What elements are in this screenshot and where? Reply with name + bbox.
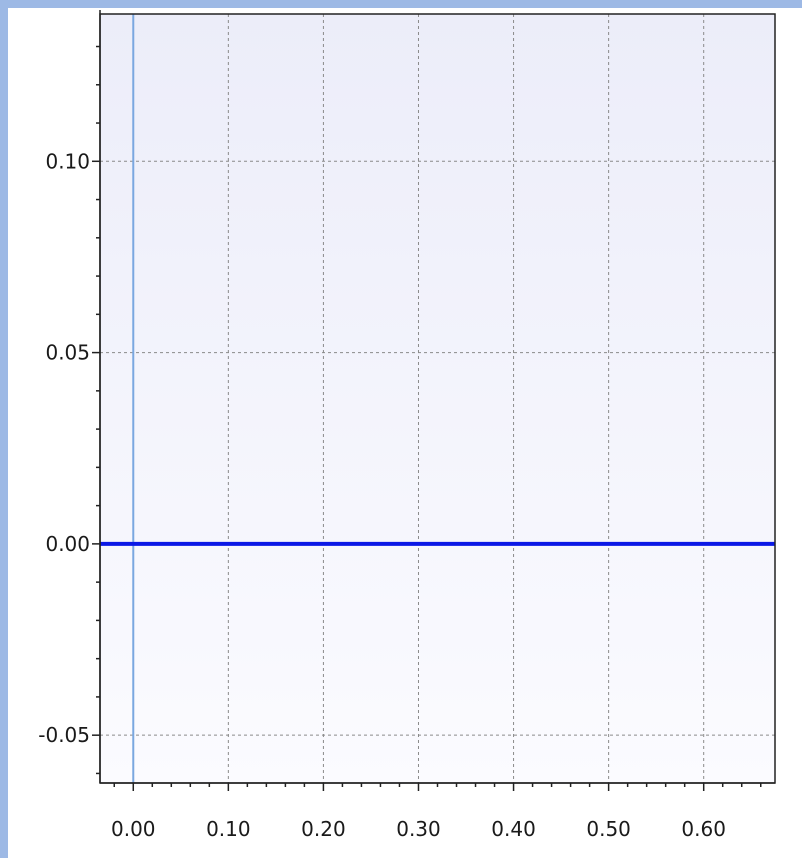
x-tick-label: 0.20 bbox=[301, 817, 346, 841]
y-tick-label: -0.05 bbox=[38, 723, 90, 747]
x-tick-label: 0.50 bbox=[586, 817, 631, 841]
x-tick-label: 0.00 bbox=[111, 817, 156, 841]
x-tick-label: 0.10 bbox=[206, 817, 251, 841]
plot-background bbox=[100, 14, 775, 783]
x-tick-label: 0.40 bbox=[491, 817, 536, 841]
y-tick-label: 0.10 bbox=[45, 149, 90, 173]
y-tick-label: 0.00 bbox=[45, 532, 90, 556]
plot-area: -0.05 0.00 0.05 0.10 0.00 0.10 0.20 0.30 0.40 0.5… bbox=[38, 10, 776, 841]
x-tick-label: 0.30 bbox=[396, 817, 441, 841]
y-tick-label: 0.05 bbox=[45, 341, 90, 365]
x-tick-label: 0.60 bbox=[681, 817, 726, 841]
